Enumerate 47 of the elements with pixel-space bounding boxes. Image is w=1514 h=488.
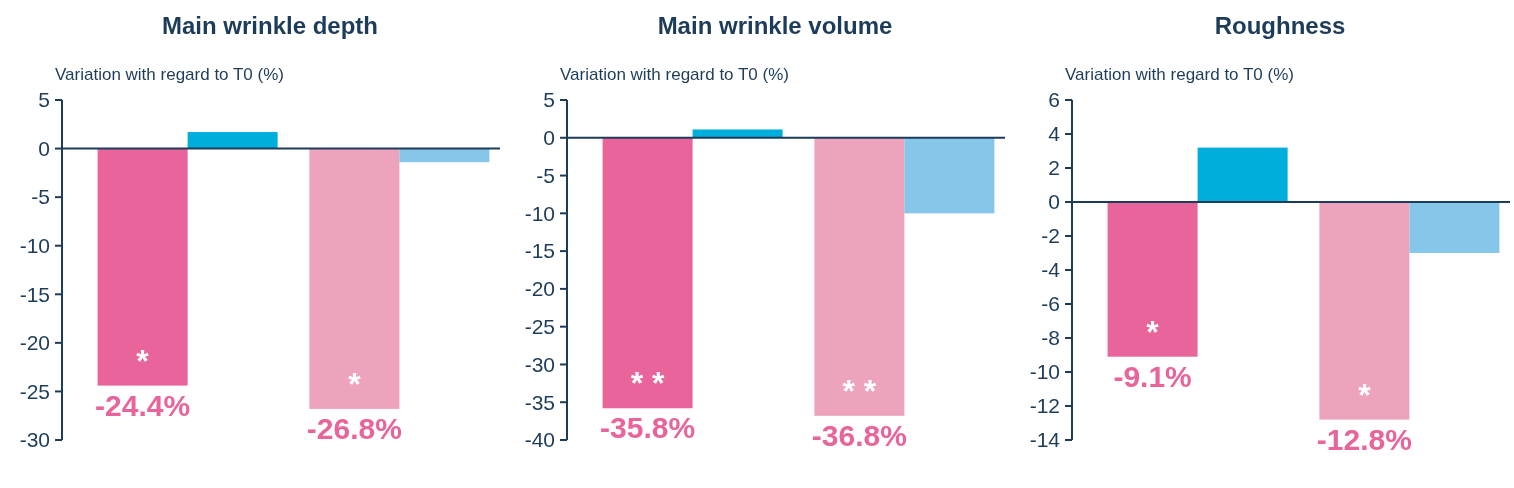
- y-tick-label: -5: [536, 163, 555, 187]
- y-tick-label: 4: [1048, 122, 1061, 146]
- annotation: * *: [630, 365, 666, 402]
- chart-title: Main wrinkle depth: [161, 12, 379, 39]
- y-tick-label: -40: [524, 428, 555, 452]
- y-tick-label: -15: [524, 239, 555, 263]
- y-tick-label: -5: [31, 185, 50, 209]
- annotation: *: [348, 365, 362, 402]
- y-tick-label: -10: [19, 234, 50, 258]
- data-label: -36.8%: [811, 418, 907, 452]
- y-axis-title: Variation with regard to T0 (%): [560, 65, 789, 84]
- annotation: *: [1358, 376, 1372, 413]
- y-tick-label: -6: [1041, 292, 1060, 316]
- y-tick-label: -4: [1041, 258, 1061, 282]
- y-tick-label: -8: [1041, 326, 1060, 350]
- data-label: -9.1%: [1113, 359, 1192, 393]
- annotation: * *: [842, 372, 877, 409]
- data-label: -24.4%: [95, 388, 191, 422]
- annotation: *: [1146, 313, 1160, 350]
- y-tick-label: -25: [524, 315, 555, 339]
- y-tick-label: -20: [524, 277, 555, 301]
- y-tick-label: 2: [1048, 156, 1060, 180]
- data-label: -35.8%: [600, 411, 696, 445]
- y-tick-label: 5: [38, 88, 50, 112]
- y-tick-label: 0: [543, 126, 555, 150]
- y-axis-title: Variation with regard to T0 (%): [1065, 65, 1294, 84]
- y-tick-label: -2: [1041, 224, 1060, 248]
- data-label: -12.8%: [1316, 422, 1412, 456]
- y-tick-label: 6: [1048, 88, 1060, 112]
- y-tick-label: -25: [19, 379, 50, 403]
- data-label: -26.8%: [306, 411, 402, 445]
- y-tick-label: 0: [38, 136, 50, 160]
- annotation: *: [136, 342, 150, 379]
- y-tick-label: 5: [543, 88, 555, 112]
- y-tick-label: -35: [524, 390, 555, 414]
- chart-title: Main wrinkle volume: [657, 12, 893, 39]
- y-tick-label: 0: [1048, 190, 1060, 214]
- y-tick-label: -10: [1029, 360, 1060, 384]
- y-tick-label: -12: [1029, 394, 1060, 418]
- y-tick-label: -30: [19, 428, 50, 452]
- y-tick-label: -14: [1029, 428, 1061, 452]
- y-tick-label: -30: [524, 352, 555, 376]
- y-tick-label: -15: [19, 282, 50, 306]
- y-tick-label: -20: [19, 331, 50, 355]
- chart-title: Roughness: [1214, 12, 1346, 39]
- y-axis-title: Variation with regard to T0 (%): [55, 65, 284, 84]
- y-tick-label: -10: [524, 201, 555, 225]
